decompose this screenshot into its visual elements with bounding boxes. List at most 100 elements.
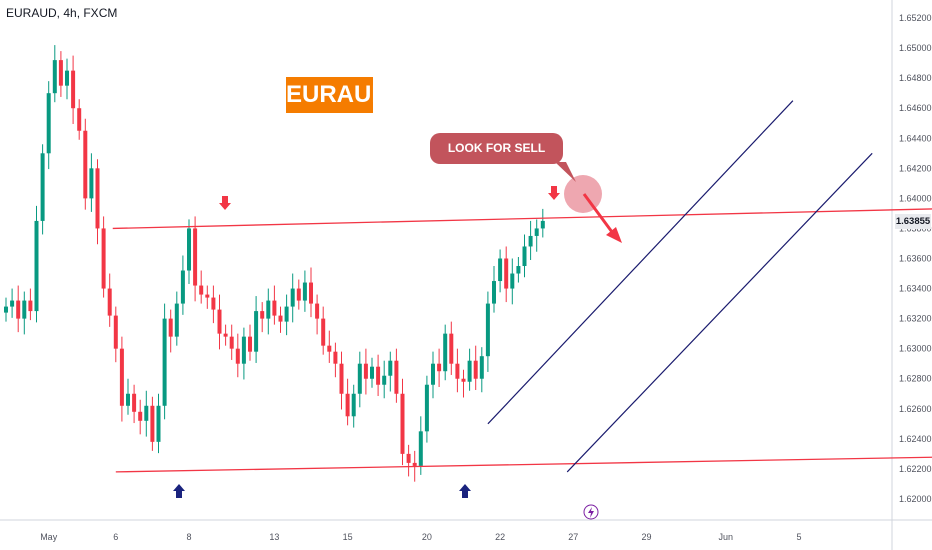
time-tick-label: 29 xyxy=(641,532,651,542)
candle-body xyxy=(321,318,326,346)
candle-body xyxy=(52,60,57,94)
lightning-glyph xyxy=(588,507,594,518)
time-tick-label: 27 xyxy=(568,532,578,542)
candle-body xyxy=(540,220,545,229)
candle-body xyxy=(376,366,381,385)
time-tick-label: 13 xyxy=(269,532,279,542)
candle-body xyxy=(473,360,478,379)
price-tick-label: 1.63200 xyxy=(899,314,932,324)
time-tick-label: 20 xyxy=(422,532,432,542)
candle-body xyxy=(492,281,496,304)
candle-body xyxy=(77,108,82,131)
candle-body xyxy=(101,228,106,289)
up-arrow-icon xyxy=(173,484,185,498)
price-tick-label: 1.65200 xyxy=(899,13,932,23)
price-tick-label: 1.64600 xyxy=(899,103,932,113)
candle-body xyxy=(504,258,509,289)
time-tick-label: May xyxy=(40,532,58,542)
candle-body xyxy=(162,318,167,406)
price-tick-label: 1.62000 xyxy=(899,494,932,504)
candle-body xyxy=(455,363,460,379)
candle-body xyxy=(211,297,216,310)
candle-body xyxy=(382,375,387,385)
callout-pointer xyxy=(555,162,576,182)
candle-body xyxy=(510,273,515,289)
candle-body xyxy=(418,431,423,466)
candle-body xyxy=(345,393,350,417)
candle-body xyxy=(370,366,374,379)
price-tick-label: 1.62600 xyxy=(899,404,932,414)
candle-body xyxy=(534,228,539,236)
candle-body xyxy=(83,130,88,199)
candle-body xyxy=(65,70,69,86)
time-tick-label: Jun xyxy=(719,532,734,542)
price-tick-label: 1.63400 xyxy=(899,284,932,294)
candle-body xyxy=(266,300,271,319)
candle-body xyxy=(241,336,246,364)
candle-body xyxy=(40,153,45,221)
price-tick-label: 1.64200 xyxy=(899,163,932,173)
symbol-title: EURAUD, 4h, FXCM xyxy=(6,6,118,20)
channel-lower-line xyxy=(566,152,873,473)
candle-body xyxy=(431,363,435,385)
candle-body xyxy=(315,303,320,319)
candle-body xyxy=(46,93,51,154)
candle-body xyxy=(449,333,454,364)
candle-body xyxy=(156,405,161,442)
candle-body xyxy=(107,288,112,316)
candle-body xyxy=(467,360,472,382)
candle-body xyxy=(290,288,295,307)
candle-body xyxy=(284,306,289,322)
candle-body xyxy=(22,300,27,319)
sell-setups-callout: LOOK FOR SELL SETUPS xyxy=(430,133,563,186)
candle-body xyxy=(412,462,417,466)
candle-body xyxy=(461,378,466,382)
candle-body xyxy=(351,393,356,417)
candle-body xyxy=(254,311,259,352)
channel-upper-line xyxy=(487,100,794,425)
candle-body xyxy=(28,300,33,312)
candle-body xyxy=(95,168,100,229)
time-tick-label: 5 xyxy=(796,532,801,542)
candle-body xyxy=(10,300,15,307)
candle-body xyxy=(327,345,332,352)
candle-body xyxy=(357,363,362,394)
price-tick-label: 1.64400 xyxy=(899,133,932,143)
time-tick-label: 15 xyxy=(343,532,353,542)
candle-body xyxy=(528,235,533,247)
projection-arrow-head xyxy=(606,227,622,243)
candle-body xyxy=(394,360,399,394)
candle-body xyxy=(187,228,191,271)
candle-body xyxy=(296,288,301,301)
candle-body xyxy=(89,168,94,199)
candle-body xyxy=(113,315,118,349)
price-tick-label: 1.65000 xyxy=(899,43,932,53)
candle-body xyxy=(485,303,490,357)
candle-body xyxy=(223,333,228,337)
candle-body xyxy=(193,228,198,286)
candle-body xyxy=(339,363,344,394)
candle-body xyxy=(199,285,204,295)
price-tick-label: 1.64000 xyxy=(899,193,932,203)
candle-body xyxy=(174,303,179,337)
price-tick-label: 1.62800 xyxy=(899,374,932,384)
lightning-icon xyxy=(583,504,599,520)
price-tick-label: 1.62200 xyxy=(899,464,932,474)
candle-body xyxy=(217,309,222,334)
last-price-tag: 1.63855 xyxy=(895,214,931,229)
candle-body xyxy=(498,258,503,282)
price-tick-label: 1.62400 xyxy=(899,434,932,444)
candle-body xyxy=(144,405,149,421)
candle-body xyxy=(437,363,442,372)
candle-body xyxy=(479,356,484,379)
candle-body xyxy=(132,393,137,412)
candle-body xyxy=(235,348,240,364)
candle-body xyxy=(388,360,393,376)
candle-body xyxy=(58,60,63,86)
highlight-circle xyxy=(564,175,602,213)
candle-body xyxy=(302,282,307,301)
candle-body xyxy=(424,384,429,432)
candle-body xyxy=(126,393,130,406)
